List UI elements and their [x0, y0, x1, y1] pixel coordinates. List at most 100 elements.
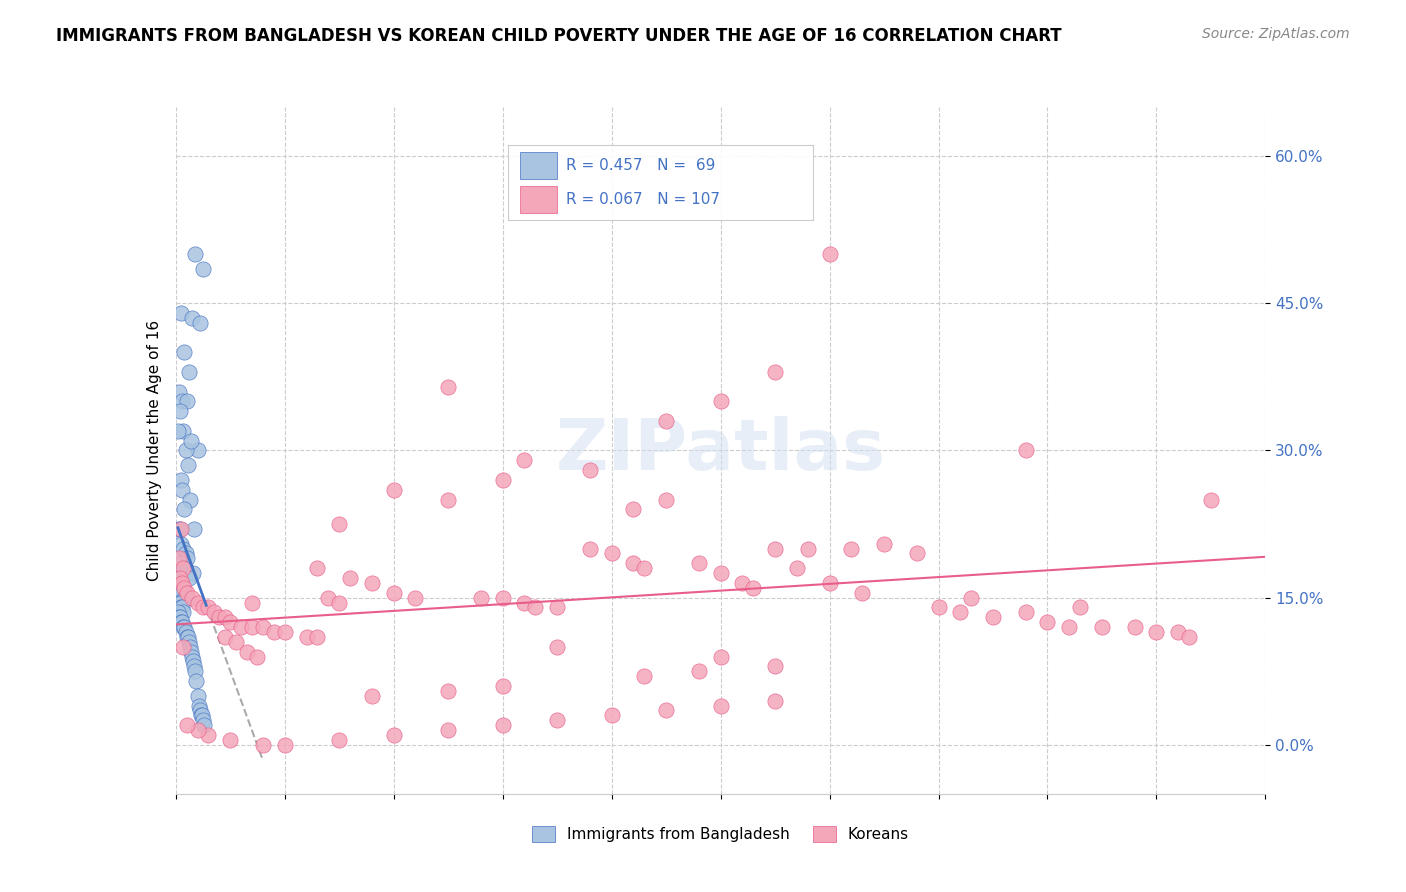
Point: [655, 492, 678, 507]
Point: [172, 561, 194, 575]
Point: [797, 541, 820, 556]
Point: [710, 698, 733, 713]
Point: [167, 610, 190, 624]
Point: [263, 624, 285, 639]
Point: [180, 644, 202, 658]
Point: [188, 316, 211, 330]
Point: [170, 522, 193, 536]
Point: [710, 566, 733, 581]
Point: [655, 703, 678, 717]
Point: [167, 384, 190, 399]
Point: [191, 708, 214, 723]
Point: [688, 664, 710, 679]
Point: [172, 394, 194, 409]
Point: [169, 404, 191, 418]
Point: [172, 557, 194, 571]
Point: [1199, 492, 1222, 507]
Point: [763, 694, 786, 708]
Point: [173, 345, 195, 359]
Point: [187, 698, 209, 713]
Point: [186, 689, 209, 703]
Point: [240, 620, 263, 634]
Point: [981, 610, 1004, 624]
Point: [169, 610, 191, 624]
Point: [186, 596, 209, 610]
Point: [167, 424, 190, 438]
Point: [184, 664, 207, 679]
Point: [524, 600, 547, 615]
Point: [252, 738, 274, 752]
Point: [173, 502, 195, 516]
Point: [173, 591, 195, 605]
Point: [181, 311, 204, 326]
Point: [172, 620, 194, 634]
Point: [328, 517, 350, 532]
Point: [763, 541, 786, 556]
Point: [633, 561, 655, 575]
Point: [173, 561, 195, 575]
Point: [167, 571, 190, 585]
Point: [176, 718, 198, 732]
Text: Source: ZipAtlas.com: Source: ZipAtlas.com: [1202, 27, 1350, 41]
Point: [1178, 630, 1201, 644]
Point: [174, 624, 197, 639]
Point: [167, 605, 190, 619]
Point: [177, 630, 200, 644]
Point: [437, 683, 460, 698]
Point: [851, 586, 873, 600]
Point: [174, 443, 197, 458]
Point: [191, 714, 214, 728]
Point: [170, 473, 193, 487]
Point: [873, 536, 896, 550]
Point: [169, 586, 191, 600]
Point: [546, 640, 568, 654]
Point: [176, 591, 198, 605]
Point: [437, 380, 460, 394]
Point: [1123, 620, 1146, 634]
Text: ZIPatlas: ZIPatlas: [555, 416, 886, 485]
Point: [208, 610, 231, 624]
Point: [742, 581, 765, 595]
Point: [167, 522, 190, 536]
Point: [546, 600, 568, 615]
Point: [1015, 443, 1038, 458]
Point: [186, 674, 208, 689]
Point: [579, 463, 602, 477]
Point: [960, 591, 983, 605]
Point: [177, 365, 200, 379]
Point: [167, 551, 190, 566]
Point: [318, 591, 340, 605]
Point: [307, 630, 329, 644]
Point: [172, 483, 194, 497]
Point: [176, 586, 198, 600]
Point: [763, 659, 786, 673]
Point: [172, 600, 194, 615]
Point: [339, 571, 361, 585]
Point: [172, 576, 194, 591]
Point: [214, 610, 236, 624]
Point: [172, 640, 194, 654]
Point: [633, 669, 655, 683]
Point: [174, 546, 197, 561]
Point: [841, 541, 863, 556]
Point: [183, 522, 205, 536]
Point: [188, 703, 211, 717]
Point: [492, 591, 515, 605]
Point: [328, 596, 350, 610]
Point: [928, 600, 950, 615]
Point: [655, 414, 678, 428]
Point: [252, 620, 274, 634]
Point: [190, 708, 212, 723]
Point: [513, 453, 536, 467]
Point: [405, 591, 427, 605]
Point: [1059, 620, 1081, 634]
Point: [437, 492, 460, 507]
Point: [180, 434, 202, 448]
Point: [235, 644, 257, 658]
Point: [181, 649, 204, 664]
Point: [186, 443, 209, 458]
Point: [173, 620, 195, 634]
Point: [492, 473, 515, 487]
Point: [181, 566, 204, 581]
Point: [225, 635, 247, 649]
